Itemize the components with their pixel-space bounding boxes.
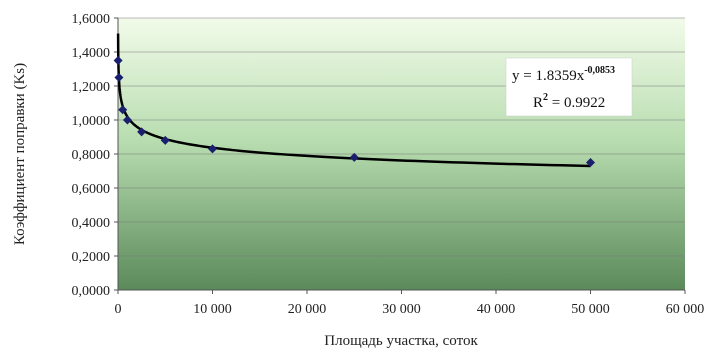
data-point	[114, 73, 124, 82]
data-point	[118, 105, 128, 115]
y-axis-label: Коэффициент поправки (Ks)	[12, 63, 28, 245]
y-tick-label: 0,6000	[72, 182, 111, 197]
y-tick-labels: 0,0000 0,2000 0,4000 0,6000 0,8000 1,0000 1,20…	[72, 12, 118, 299]
data-point	[137, 127, 147, 137]
y-tick-label: 1,0000	[72, 114, 111, 129]
y-tick-label: 0,8000	[72, 148, 111, 163]
x-tick-label: 20 000	[288, 302, 327, 317]
data-point	[160, 135, 170, 145]
data-point	[349, 152, 359, 162]
x-tick-label: 0	[115, 302, 122, 317]
y-tick-label: 1,6000	[72, 12, 111, 27]
equation-main: y = 1.8359x	[512, 68, 585, 84]
y-tick-label: 1,2000	[72, 80, 111, 95]
r2-main: R	[533, 95, 543, 111]
data-points	[113, 56, 595, 167]
x-tick-label: 40 000	[477, 302, 516, 317]
svg-text:y = 1.8359x-0,0853: y = 1.8359x-0,0853	[512, 65, 615, 84]
x-tick-labels: 0 10 000 20 000 30 000 40 000 50 000 60 000	[115, 290, 705, 317]
x-tick-label: 60 000	[666, 302, 705, 317]
data-point	[586, 158, 595, 167]
svg-text:R2 = 0.9922: R2 = 0.9922	[533, 92, 605, 111]
x-tick-label: 30 000	[382, 302, 421, 317]
equation-exponent: -0,0853	[584, 65, 615, 76]
x-tick-label: 10 000	[193, 302, 232, 317]
data-point	[122, 115, 132, 125]
data-point	[113, 56, 123, 65]
r2-exponent: 2	[543, 92, 548, 103]
data-point	[208, 144, 217, 154]
y-tick-label: 1,4000	[72, 46, 111, 61]
y-tick-label: 0,4000	[72, 216, 111, 231]
x-axis-label: Площадь участка, соток	[324, 333, 478, 349]
x-tick-label: 50 000	[571, 302, 610, 317]
equation-box: y = 1.8359x-0,0853 R2 = 0.9922	[505, 57, 633, 117]
y-tick-label: 0,0000	[72, 284, 111, 299]
r2-value: = 0.9922	[548, 95, 605, 111]
y-tick-label: 0,2000	[72, 250, 111, 265]
